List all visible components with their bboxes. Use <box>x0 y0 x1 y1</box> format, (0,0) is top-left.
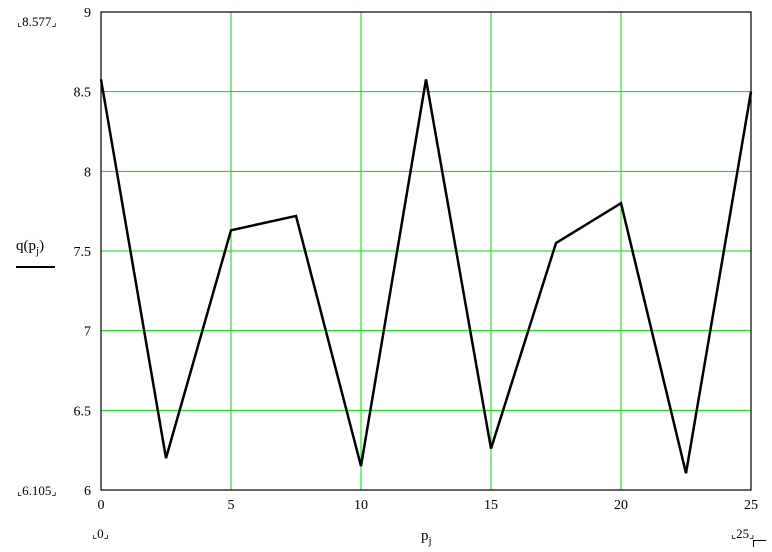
x-tick-label: 15 <box>484 498 498 513</box>
series-line <box>99 79 753 474</box>
x-tick-label: 10 <box>354 498 368 513</box>
x-tick-label: 20 <box>614 498 628 513</box>
y-tick-label: 9 <box>84 6 91 21</box>
y-tick-label: 7.5 <box>74 245 92 260</box>
series-group <box>99 79 753 474</box>
y-tick-label: 7 <box>84 325 91 340</box>
y-tick-label: 8 <box>84 165 91 180</box>
x-tick-label: 25 <box>744 498 758 513</box>
y-tick-label: 6 <box>84 484 91 499</box>
x-tick-label: 0 <box>98 498 105 513</box>
plot-frame <box>100 11 752 491</box>
x-tick-label: 5 <box>228 498 235 513</box>
y-min-label: ⌞6.105⌟ <box>17 483 57 498</box>
y-tick-label: 6.5 <box>74 404 92 419</box>
y-label-underline <box>16 266 55 268</box>
x-max-label: ⌞25⌟ <box>731 526 755 541</box>
x-axis-label: pj <box>421 528 432 547</box>
y-axis-label: q(pj) <box>16 238 45 257</box>
y-tick-label: 8.5 <box>74 86 92 101</box>
x-min-label: ⌞0⌟ <box>92 526 109 541</box>
y-max-label: ⌞8.577⌟ <box>17 14 57 29</box>
resize-corner-mark <box>753 540 766 547</box>
x-tick-labels: 0 5 10 15 20 25 <box>98 498 759 513</box>
y-tick-labels: 6 6.5 7 7.5 8 8.5 9 <box>74 6 92 499</box>
